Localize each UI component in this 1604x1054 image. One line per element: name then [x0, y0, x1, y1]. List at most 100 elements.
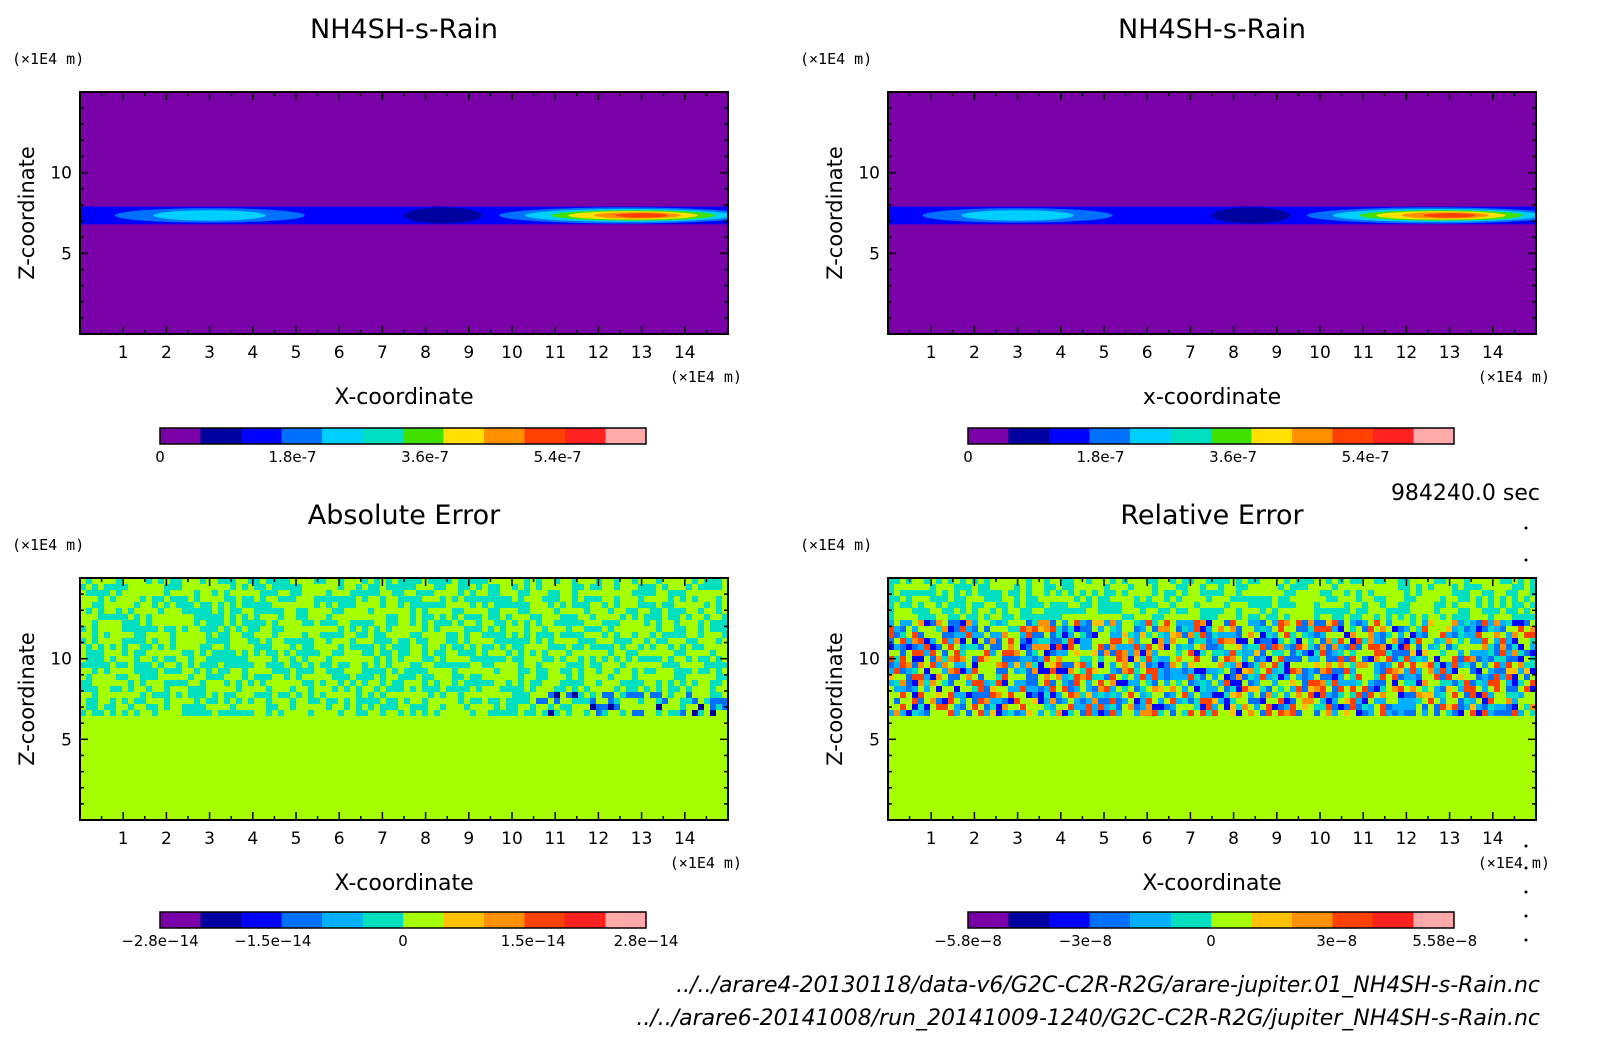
x-unit-label: (×1E4 m): [670, 368, 742, 386]
colorbar-segment: [968, 912, 1009, 928]
y-tick-label: 5: [61, 730, 72, 750]
y-unit-label: (×1E4 m): [12, 536, 84, 554]
x-tick-label: 4: [1055, 343, 1066, 363]
chart-title: Relative Error: [1120, 500, 1304, 531]
x-axis-label: x-coordinate: [1143, 385, 1281, 410]
colorbar-segment: [403, 428, 444, 444]
heatmap-field: [80, 92, 728, 334]
x-tick-label: 4: [247, 343, 258, 363]
colorbar-tick-label: 2.8e−14: [614, 932, 679, 950]
colorbar-segment: [605, 912, 647, 928]
colorbar-frame: [159, 911, 647, 929]
x-tick-label: 2: [969, 343, 980, 363]
band-cell-left-core: [153, 210, 266, 221]
colorbar-segment: [1251, 428, 1293, 444]
y-unit-label: (×1E4 m): [800, 50, 872, 68]
x-tick-label: 8: [420, 343, 431, 363]
colorbar-segment: [1130, 912, 1171, 928]
panel-4: Relative Error(×1E4 m)(×1E4 m)1 2 3 4 5 6 7 8 9 1…: [800, 500, 1550, 950]
x-tick-label: 14: [1482, 829, 1504, 849]
x-tick-label: 9: [463, 829, 474, 849]
heatmap-field: [888, 578, 1536, 820]
file-path-2: ../../arare6-20141008/run_20141009-1240/…: [636, 1006, 1540, 1031]
colorbar-segment: [484, 428, 525, 444]
x-tick-label: 8: [1228, 829, 1239, 849]
y-axis-label: Z-coordinate: [823, 146, 847, 280]
x-tick-label: 14: [674, 343, 696, 363]
colorbar-segment: [443, 912, 485, 928]
colorbar-segment: [1292, 912, 1333, 928]
colorbar-segment: [968, 428, 1009, 444]
colorbar-segment: [241, 428, 282, 444]
colorbar-segment: [160, 428, 201, 444]
colorbar: −5.8e−8 −3e−8 0 3e−8 5.58e−8: [934, 911, 1477, 950]
colorbar-segment: [1332, 912, 1374, 928]
y-tick-label: 5: [869, 730, 880, 750]
chart-title: NH4SH-s-Rain: [1118, 14, 1306, 45]
x-tick-label: 10: [501, 343, 523, 363]
y-tick-label: 10: [50, 650, 72, 670]
colorbar-segment: [1211, 428, 1252, 444]
x-tick-label: 12: [588, 829, 610, 849]
colorbar-segment: [1251, 912, 1293, 928]
x-tick-label: 14: [1482, 343, 1504, 363]
colorbar-segment: [565, 912, 606, 928]
x-tick-label: 8: [420, 829, 431, 849]
colorbar-segment: [1089, 912, 1131, 928]
x-tick-label: 7: [1185, 829, 1196, 849]
colorbar-segment: [1130, 428, 1171, 444]
x-tick-label: 9: [463, 343, 474, 363]
colorbar-segment: [281, 428, 323, 444]
colorbar-tick-label: 0: [963, 448, 973, 466]
colorbar-tick-label: 1.8e-7: [1077, 448, 1125, 466]
chart-title: Absolute Error: [308, 500, 501, 531]
colorbar-tick-label: −2.8e−14: [121, 932, 198, 950]
colorbar: 0 1.8e-7 3.6e-7 5.4e-7: [155, 427, 647, 466]
y-axis-label: Z-coordinate: [823, 632, 847, 766]
axis-ticks: [887, 91, 1537, 335]
colorbar-segment: [322, 428, 363, 444]
x-tick-label: 1: [926, 829, 937, 849]
colorbar-segment: [1049, 428, 1090, 444]
colorbar-segment: [281, 912, 323, 928]
x-tick-label: 13: [1439, 343, 1461, 363]
x-axis-label: X-coordinate: [334, 385, 473, 410]
band-cell-right-red: [1423, 213, 1476, 218]
colorbar-tick-label: −5.8e−8: [934, 932, 1002, 950]
dot-mark: [1524, 866, 1528, 870]
x-tick-label: 10: [1309, 829, 1331, 849]
x-tick-label: 6: [1142, 343, 1153, 363]
colorbar-tick-label: 5.4e-7: [534, 448, 582, 466]
x-tick-label: 2: [969, 829, 980, 849]
panel-3: Absolute Error(×1E4 m)(×1E4 m)1 2 3 4 5 6 7 8 9 1…: [12, 500, 742, 950]
colorbar-segment: [1332, 428, 1374, 444]
x-unit-label: (×1E4 m): [670, 854, 742, 872]
colorbar-tick-label: −3e−8: [1059, 932, 1112, 950]
x-tick-label: 12: [1396, 829, 1418, 849]
colorbar-segment: [322, 912, 363, 928]
colorbar-segment: [1008, 912, 1050, 928]
colorbar-segment: [1049, 912, 1090, 928]
x-tick-label: 9: [1271, 829, 1282, 849]
axis-ticks: [79, 577, 729, 821]
x-tick-label: 3: [1012, 829, 1023, 849]
band-low-region: [404, 207, 482, 224]
colorbar-segment: [1413, 912, 1455, 928]
x-tick-label: 11: [544, 343, 566, 363]
x-tick-label: 1: [926, 343, 937, 363]
x-tick-label: 11: [1352, 343, 1374, 363]
colorbar-segment: [241, 912, 282, 928]
x-tick-label: 10: [501, 829, 523, 849]
x-tick-label: 2: [161, 343, 172, 363]
x-tick-label: 14: [674, 829, 696, 849]
dot-mark: [1524, 914, 1528, 918]
decorative-dots: [1524, 526, 1528, 942]
x-tick-label: 11: [544, 829, 566, 849]
x-axis-label: X-coordinate: [334, 871, 473, 896]
y-tick-label: 10: [50, 164, 72, 184]
x-tick-label: 5: [291, 829, 302, 849]
colorbar-tick-label: 1.8e-7: [269, 448, 317, 466]
x-tick-label: 7: [1185, 343, 1196, 363]
x-tick-label: 3: [204, 343, 215, 363]
